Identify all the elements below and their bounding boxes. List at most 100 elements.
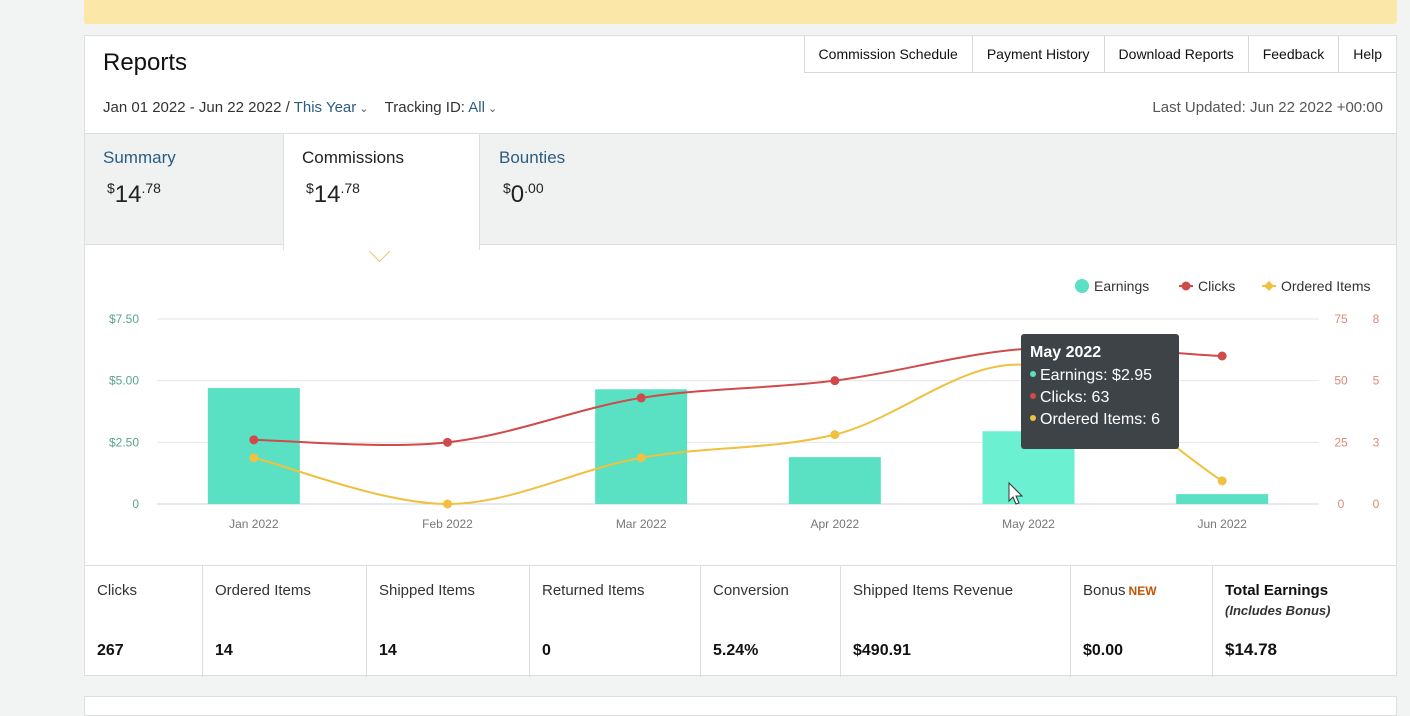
date-range: Jan 01 2022 - Jun 22 2022 bbox=[103, 99, 282, 116]
commissions-amount: $14.78 bbox=[306, 180, 360, 208]
clicks-dot-icon bbox=[1030, 393, 1036, 399]
tooltip-clicks: Clicks: 63 bbox=[1040, 389, 1110, 406]
notice-banner bbox=[84, 0, 1397, 24]
y-tick-right-items: 3 bbox=[1373, 435, 1380, 449]
tab-commissions[interactable]: Commissions $14.78 bbox=[283, 134, 480, 250]
tooltip-ordered: Ordered Items: 6 bbox=[1040, 411, 1161, 428]
y-tick-right-items: 0 bbox=[1373, 497, 1380, 511]
x-tick-label: Jun 2022 bbox=[1197, 517, 1247, 531]
new-badge: NEW bbox=[1128, 584, 1157, 598]
metric-label: Conversion bbox=[713, 582, 789, 599]
feedback-tab[interactable]: Feedback bbox=[1247, 36, 1339, 73]
clicks-point bbox=[249, 435, 259, 445]
tab-commissions-label[interactable]: Commissions bbox=[302, 148, 405, 167]
metric-bonus: Bonus NEW $0.00 bbox=[1071, 566, 1213, 677]
ordered-items-point bbox=[636, 453, 646, 463]
y-tick-left: 0 bbox=[132, 497, 139, 511]
y-tick-left: $7.50 bbox=[109, 312, 139, 326]
date-separator: / bbox=[281, 99, 294, 116]
y-tick-right-clicks: 25 bbox=[1334, 435, 1348, 449]
metric-label: Returned Items bbox=[542, 582, 645, 599]
metric-sublabel: (Includes Bonus) bbox=[1225, 603, 1331, 618]
commission-schedule-tab[interactable]: Commission Schedule bbox=[803, 36, 972, 73]
tooltip-title: May 2022 bbox=[1030, 344, 1102, 361]
metric-value: $490.91 bbox=[853, 642, 911, 659]
earnings-bar bbox=[1176, 494, 1269, 504]
metric-conversion: Conversion 5.24% bbox=[701, 566, 841, 677]
metric-shipped-revenue: Shipped Items Revenue $490.91 bbox=[841, 566, 1071, 677]
x-tick-label: Mar 2022 bbox=[616, 517, 667, 531]
summary-tabs: Summary $14.78 Commissions $14.78 Bounti… bbox=[85, 133, 1396, 250]
ordered-items-point bbox=[249, 453, 259, 463]
earnings-chart: 0 $2.50 $5.00 $7.50 0 25 50 75 0 3 5 8 Jan 2022 Feb 2… bbox=[109, 278, 1380, 531]
x-tick-label: Apr 2022 bbox=[810, 517, 859, 531]
metrics-table: Clicks 267 Ordered Items 14 Shipped Item… bbox=[85, 565, 1396, 677]
x-tick-label: May 2022 bbox=[1002, 517, 1055, 531]
chart-tooltip: May 2022 Earnings: $2.95 Clicks: 63 Orde… bbox=[1021, 334, 1179, 449]
tab-summary[interactable]: Summary $14.78 bbox=[85, 134, 283, 244]
metric-value: 14 bbox=[215, 642, 233, 659]
metric-returned-items: Returned Items 0 bbox=[530, 566, 701, 677]
metric-shipped-items: Shipped Items 14 bbox=[367, 566, 530, 677]
y-tick-right-clicks: 50 bbox=[1334, 374, 1348, 388]
metric-label: Shipped Items bbox=[379, 582, 475, 599]
metric-value: 0 bbox=[542, 642, 551, 659]
payment-history-tab[interactable]: Payment History bbox=[971, 36, 1104, 73]
summary-amount: $14.78 bbox=[107, 180, 161, 208]
metric-label: Shipped Items Revenue bbox=[853, 582, 1014, 599]
tab-summary-label[interactable]: Summary bbox=[103, 148, 176, 167]
metric-clicks: Clicks 267 bbox=[85, 566, 203, 677]
download-reports-tab[interactable]: Download Reports bbox=[1103, 36, 1248, 73]
last-updated: Last Updated: Jun 22 2022 +00:00 bbox=[1152, 99, 1383, 116]
y-tick-right-items: 8 bbox=[1373, 312, 1380, 326]
report-nav: Commission Schedule Payment History Down… bbox=[803, 36, 1396, 73]
y-tick-right-clicks: 75 bbox=[1334, 312, 1348, 326]
period-dropdown[interactable]: This Year bbox=[293, 99, 357, 116]
page-title: Reports bbox=[103, 49, 188, 76]
metric-label: Ordered Items bbox=[215, 582, 311, 599]
tab-bounties-label[interactable]: Bounties bbox=[499, 148, 566, 167]
legend-items-marker bbox=[1264, 281, 1274, 291]
tab-bounties[interactable]: Bounties $0.00 bbox=[481, 134, 681, 244]
x-tick-label: Jan 2022 bbox=[229, 517, 279, 531]
x-tick-label: Feb 2022 bbox=[422, 517, 473, 531]
y-tick-left: $5.00 bbox=[109, 374, 139, 388]
clicks-point bbox=[1217, 351, 1227, 361]
metric-value: 5.24% bbox=[713, 642, 759, 659]
legend-earnings-marker bbox=[1075, 279, 1089, 293]
filters-bar: Jan 01 2022 - Jun 22 2022 / This Year ⌄ T… bbox=[103, 99, 501, 116]
metric-label: Clicks bbox=[97, 582, 137, 599]
earnings-bar bbox=[595, 389, 688, 504]
metric-value: 14 bbox=[379, 642, 397, 659]
chevron-down-icon[interactable]: ⌄ bbox=[487, 103, 498, 115]
tracking-id-label: Tracking ID: bbox=[384, 99, 465, 116]
mouse-cursor-icon bbox=[1008, 481, 1024, 505]
metric-value: 267 bbox=[97, 642, 124, 659]
clicks-point bbox=[443, 437, 452, 447]
earnings-bar bbox=[207, 388, 300, 504]
tracking-id-dropdown[interactable]: All bbox=[468, 99, 485, 116]
chevron-down-icon[interactable]: ⌄ bbox=[359, 103, 369, 115]
clicks-point bbox=[830, 376, 840, 386]
y-tick-right-clicks: 0 bbox=[1338, 497, 1345, 511]
metric-value: $0.00 bbox=[1083, 642, 1124, 659]
metric-label: Total Earnings bbox=[1225, 582, 1329, 599]
reports-card: Reports Commission Schedule Payment Hist… bbox=[84, 35, 1397, 677]
help-tab[interactable]: Help bbox=[1338, 36, 1396, 73]
legend-label: Ordered Items bbox=[1281, 278, 1370, 294]
ordered-items-point bbox=[830, 430, 840, 440]
metric-total-earnings: Total Earnings (Includes Bonus) $14.78 bbox=[1213, 566, 1396, 677]
metric-value: $14.78 bbox=[1225, 640, 1277, 659]
legend-label: Clicks bbox=[1198, 278, 1235, 294]
y-tick-right-items: 5 bbox=[1373, 374, 1380, 388]
earnings-bar bbox=[788, 457, 881, 504]
tooltip-earnings: Earnings: $2.95 bbox=[1040, 367, 1153, 384]
clicks-point bbox=[636, 393, 646, 403]
next-card bbox=[84, 696, 1397, 716]
bounties-amount: $0.00 bbox=[503, 180, 544, 208]
y-tick-left: $2.50 bbox=[109, 435, 139, 449]
metric-label: Bonus bbox=[1083, 582, 1126, 599]
ordered-items-point bbox=[443, 499, 452, 509]
ordered-dot-icon bbox=[1030, 415, 1036, 421]
earnings-dot-icon bbox=[1030, 371, 1036, 377]
